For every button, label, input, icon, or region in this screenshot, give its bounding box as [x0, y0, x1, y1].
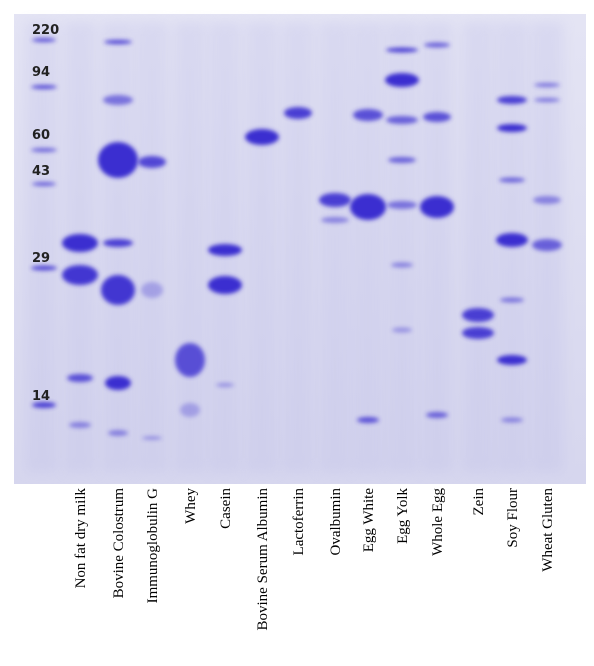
band [103, 95, 133, 105]
lane-label: Soy Flour [505, 488, 521, 548]
band [532, 239, 562, 251]
band [386, 116, 418, 124]
band [180, 403, 200, 417]
lane-smear [386, 22, 418, 472]
band [534, 98, 560, 102]
lane-label: Non fat dry milk [73, 488, 89, 589]
lane-smear [26, 22, 58, 472]
band [499, 177, 525, 183]
band [62, 234, 98, 252]
band [208, 276, 242, 294]
band [462, 308, 494, 322]
band [497, 96, 527, 104]
band [175, 343, 205, 377]
band [497, 355, 527, 365]
lane-smear [462, 22, 494, 472]
band [284, 107, 312, 119]
band [142, 436, 162, 440]
band [31, 85, 57, 89]
band [534, 83, 560, 87]
band [31, 148, 57, 152]
lane-label: Zein [471, 488, 487, 516]
band [353, 109, 383, 121]
band [385, 73, 419, 87]
band [105, 376, 131, 390]
band [245, 129, 279, 145]
lane-label: Casein [218, 488, 234, 529]
band [426, 412, 448, 418]
band [32, 182, 56, 186]
band [424, 42, 450, 48]
band [31, 265, 57, 271]
band [208, 244, 242, 256]
lane-label: Bovine Serum Albumin [255, 488, 271, 631]
marker-label: 29 [32, 251, 50, 266]
band [32, 38, 56, 42]
lane-smear [282, 22, 314, 472]
band [101, 275, 135, 305]
band [62, 265, 98, 285]
lane-label: Whole Egg [430, 488, 446, 556]
lane-smear [319, 22, 351, 472]
band [138, 156, 166, 168]
marker-label: 14 [32, 389, 50, 404]
band [391, 262, 413, 268]
lane-label: Ovalbumin [328, 488, 344, 556]
lane-label: Egg Yolk [395, 488, 411, 544]
band [386, 47, 418, 53]
band [103, 239, 133, 247]
lane-smear [136, 22, 168, 472]
band [67, 374, 93, 382]
band [321, 217, 349, 223]
lane-label: Bovine Colostrum [111, 488, 127, 599]
lane-label: Lactoferrin [291, 488, 307, 556]
band [387, 201, 417, 209]
band [500, 297, 524, 303]
lane-smear [421, 22, 453, 472]
band [533, 196, 561, 204]
band [216, 383, 234, 387]
band [420, 196, 454, 218]
lane-label: Wheat Gluten [540, 488, 556, 572]
lane-label: Egg White [361, 488, 377, 553]
band [462, 327, 494, 339]
lane-label: Immunoglobulin G [145, 488, 161, 604]
band [319, 193, 351, 207]
lane-label: Whey [183, 488, 199, 524]
band [496, 233, 528, 247]
band [108, 430, 128, 436]
marker-label: 220 [32, 23, 59, 38]
bands [26, 22, 563, 472]
marker-label: 60 [32, 128, 50, 143]
band [423, 112, 451, 122]
band [104, 40, 132, 44]
band [357, 417, 379, 423]
lane-smear [352, 22, 384, 472]
band [32, 402, 56, 408]
band [388, 157, 416, 163]
band [98, 142, 138, 178]
lane-smear [174, 22, 206, 472]
band [141, 282, 163, 298]
band [497, 124, 527, 132]
band [350, 194, 386, 220]
band [501, 417, 523, 423]
band [69, 422, 91, 428]
lane-smear [246, 22, 278, 472]
labels: 220 94 60 43 29 14 Non fat dry milk Bovine Colo… [32, 23, 556, 631]
marker-label: 43 [32, 164, 50, 179]
marker-label: 94 [32, 65, 50, 80]
band [392, 327, 412, 333]
